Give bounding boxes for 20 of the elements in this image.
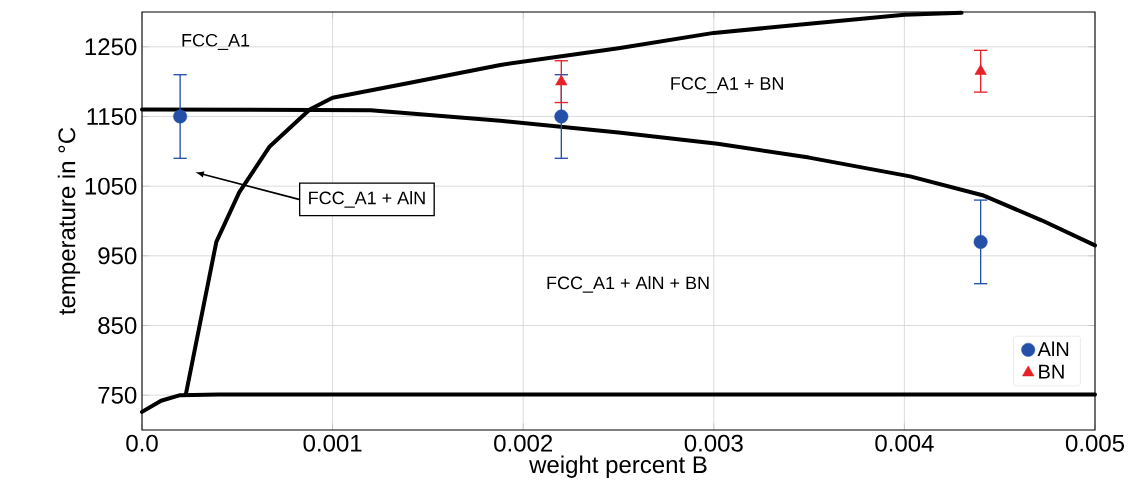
x-tick-label: 0.0	[126, 434, 158, 452]
legend-label: AlN	[1037, 341, 1069, 357]
x-tick-label: 0.003	[684, 434, 743, 452]
y-tick-label: 1250	[85, 38, 137, 56]
y-tick-label: 850	[98, 316, 137, 334]
annotation: FCC_A1 + AlN + BN	[547, 276, 709, 293]
y-tick-label: 950	[98, 247, 137, 265]
x-axis-title: weight percent B	[529, 455, 707, 478]
y-tick-label: 750	[98, 386, 137, 404]
annotation: FCC_A1	[182, 33, 250, 51]
x-tick-label: 0.002	[494, 434, 553, 452]
y-tick-label: 1150	[87, 107, 137, 125]
annotation: FCC_A1 + BN	[671, 77, 783, 94]
y-tick-label: 1050	[85, 177, 137, 195]
y-axis-title: temperature in °C	[57, 127, 81, 315]
x-tick-label: 0.005	[1065, 434, 1125, 452]
annotation: FCC_A1 + AlN	[309, 191, 425, 208]
legend-label: BN	[1039, 364, 1064, 379]
x-tick-label: 0.001	[303, 434, 362, 452]
x-tick-label: 0.004	[875, 434, 934, 452]
